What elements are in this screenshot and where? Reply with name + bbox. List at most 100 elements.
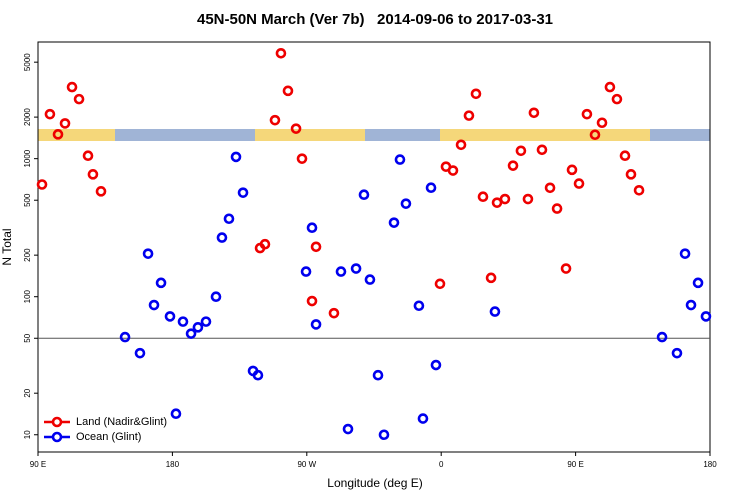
point (335, 266, 347, 277)
point (237, 187, 249, 198)
point (596, 117, 608, 129)
point (470, 88, 482, 100)
point (447, 165, 459, 176)
point (625, 169, 637, 180)
point (364, 274, 376, 285)
point (155, 277, 167, 289)
point (611, 93, 623, 105)
x-tick-label: 0 (439, 460, 444, 469)
point (134, 347, 146, 359)
point (52, 129, 64, 140)
point (36, 179, 48, 190)
point (310, 319, 322, 330)
point (200, 316, 212, 327)
point (581, 108, 593, 120)
legend-marker (51, 416, 63, 428)
point (515, 145, 527, 157)
map-strip (38, 129, 710, 141)
point (296, 153, 308, 164)
point (306, 295, 318, 307)
point (589, 129, 601, 141)
y-tick-label: 1000 (23, 149, 32, 167)
point (59, 118, 71, 129)
land-strip (38, 129, 115, 141)
point (489, 306, 501, 317)
point (87, 169, 99, 180)
chart-title: 45N-50N March (Ver 7b) 2014-09-06 to 201… (197, 11, 553, 28)
point (192, 322, 204, 333)
legend-label: Land (Nadir&Glint) (76, 416, 167, 428)
point (679, 248, 691, 259)
point (210, 291, 222, 303)
point (306, 222, 318, 234)
y-tick-label: 5000 (23, 53, 32, 71)
point (671, 347, 683, 359)
point (499, 193, 511, 205)
point (372, 369, 384, 381)
point (528, 107, 540, 119)
x-tick-label: 90 E (30, 460, 46, 469)
point (230, 151, 242, 163)
y-tick-label: 200 (23, 248, 32, 262)
point (300, 266, 312, 277)
point (604, 81, 616, 93)
point (394, 154, 406, 165)
point (455, 139, 467, 151)
y-tick-label: 10 (23, 430, 32, 439)
point (216, 232, 228, 243)
point (560, 263, 572, 274)
point (310, 241, 322, 253)
point (573, 178, 585, 189)
point (358, 189, 370, 201)
point (290, 123, 302, 134)
point (350, 263, 362, 274)
y-tick-label: 50 (23, 333, 32, 342)
point (223, 213, 235, 225)
x-axis-label: Longitude (deg E) (327, 476, 422, 490)
point (551, 203, 563, 214)
legend-label: Ocean (Glint) (76, 431, 141, 443)
point (656, 331, 668, 343)
point (378, 429, 390, 441)
point (388, 217, 400, 228)
point (275, 47, 287, 59)
point (619, 150, 631, 162)
point (536, 144, 548, 156)
y-tick-label: 100 (23, 289, 32, 303)
point (328, 307, 340, 319)
point (177, 316, 189, 327)
legend: Land (Nadir&Glint) Ocean (Glint) (44, 416, 167, 443)
point (491, 197, 503, 208)
point (430, 359, 442, 371)
point (434, 278, 446, 290)
y-tick-label: 2000 (23, 108, 32, 126)
point (633, 184, 645, 196)
point (507, 160, 519, 171)
point (413, 300, 425, 312)
point (417, 413, 429, 424)
point (66, 81, 78, 93)
point (142, 248, 154, 259)
point (425, 182, 437, 194)
point (463, 110, 475, 121)
point (282, 85, 294, 97)
point (477, 191, 489, 203)
point (82, 150, 94, 162)
plot-frame (37, 41, 711, 453)
point (522, 193, 534, 205)
point (73, 93, 85, 105)
point (259, 238, 271, 250)
x-tick-label: 90 W (297, 460, 316, 469)
x-tick-label: 180 (166, 460, 180, 469)
point (170, 408, 182, 420)
land-strip (255, 129, 365, 141)
point (185, 328, 197, 339)
point (119, 331, 131, 343)
point (692, 277, 704, 289)
y-tick-label: 20 (23, 388, 32, 397)
legend-marker (51, 431, 63, 443)
point (566, 164, 578, 176)
point (44, 108, 56, 120)
point (95, 186, 107, 197)
